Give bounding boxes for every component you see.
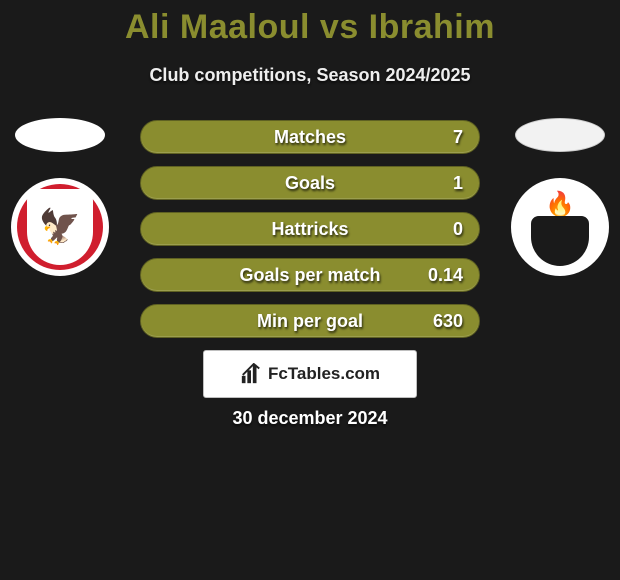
stat-bar-value: 630	[433, 311, 463, 332]
brand-label: FcTables.com	[268, 364, 380, 384]
date-label: 30 december 2024	[0, 408, 620, 429]
page-title: Ali Maaloul vs Ibrahim	[0, 0, 620, 47]
left-score-pill	[15, 118, 105, 152]
stat-bar-label: Hattricks	[271, 219, 348, 240]
stat-bar-value: 1	[453, 173, 463, 194]
stat-bar: Goals per match 0.14	[140, 258, 480, 292]
subtitle: Club competitions, Season 2024/2025	[0, 65, 620, 86]
stat-bar: Hattricks 0	[140, 212, 480, 246]
stat-bar-label: Matches	[274, 127, 346, 148]
right-club-badge: 🔥	[511, 178, 609, 276]
stat-bar-label: Min per goal	[257, 311, 363, 332]
stat-bar: Goals 1	[140, 166, 480, 200]
stats-bars: Matches 7 Goals 1 Hattricks 0 Goals per match 0…	[140, 120, 480, 338]
stat-bar-value: 0.14	[428, 265, 463, 286]
stat-bar-label: Goals	[285, 173, 335, 194]
stat-bar-value: 7	[453, 127, 463, 148]
brand-box: FcTables.com	[203, 350, 417, 398]
right-score-pill	[515, 118, 605, 152]
torch-icon: 🔥	[545, 190, 575, 219]
stat-bar: Matches 7	[140, 120, 480, 154]
stat-bar: Min per goal 630	[140, 304, 480, 338]
player-left-column: 🦅	[0, 118, 120, 276]
shield-icon	[531, 216, 589, 266]
bar-chart-icon	[240, 363, 262, 385]
stat-bar-label: Goals per match	[239, 265, 380, 286]
eagle-icon: 🦅	[39, 207, 81, 247]
left-club-badge: 🦅	[11, 178, 109, 276]
stat-bar-value: 0	[453, 219, 463, 240]
player-right-column: 🔥	[500, 118, 620, 276]
